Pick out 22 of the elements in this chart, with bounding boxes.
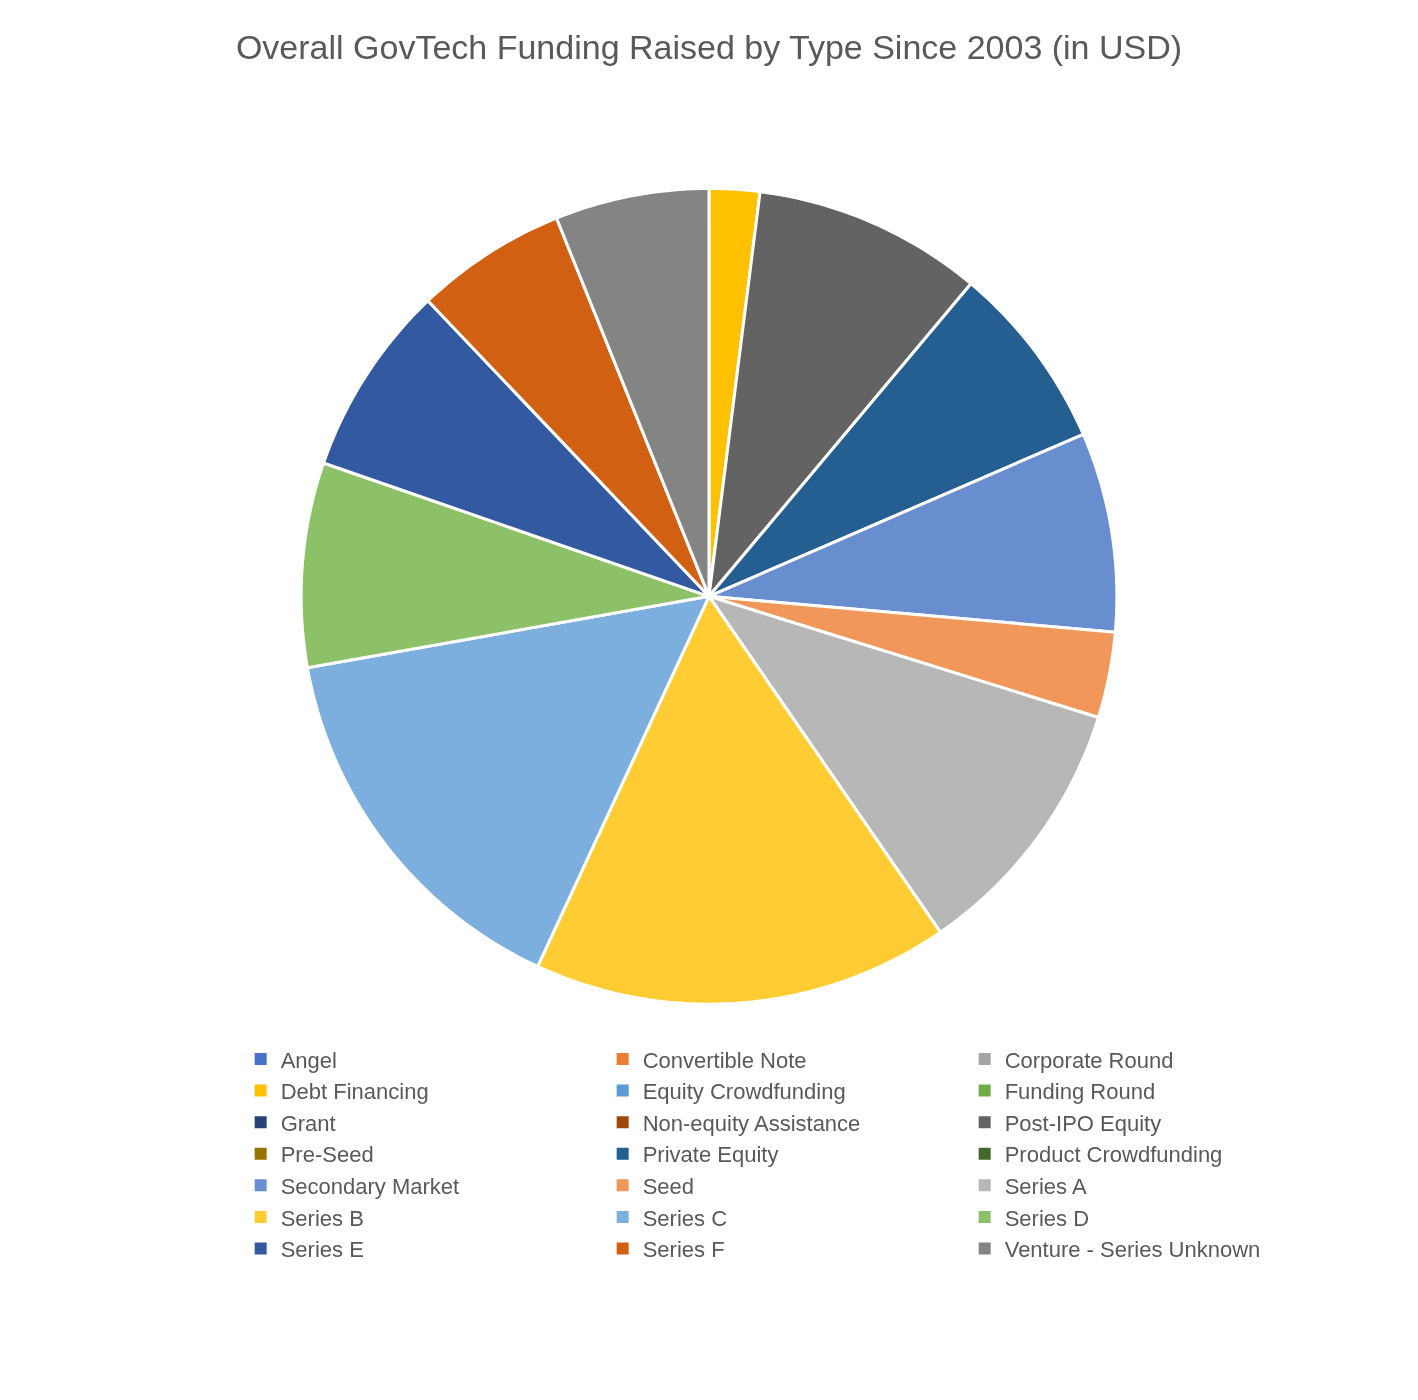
legend-label: Non-equity Assistance <box>642 1110 861 1136</box>
legend-label: Series E <box>280 1237 364 1263</box>
legend-label: Angel <box>280 1047 337 1073</box>
legend-label: Series D <box>1004 1205 1090 1231</box>
legend-label: Seed <box>642 1173 695 1199</box>
legend-label: Convertible Note <box>642 1047 807 1073</box>
legend-label: Series B <box>280 1205 364 1231</box>
legend-label: Grant <box>280 1110 336 1136</box>
chart-title: Overall GovTech Funding Raised by Type Since 2003 (in USD) <box>235 27 1183 66</box>
legend-label: Venture - Series Unknown <box>1004 1237 1261 1263</box>
legend-label: Debt Financing <box>280 1079 429 1105</box>
legend-label: Post-IPO Equity <box>1004 1110 1162 1136</box>
legend-label: Series A <box>1004 1173 1087 1199</box>
legend-label: Secondary Market <box>280 1173 460 1199</box>
legend-label: Pre-Seed <box>280 1142 374 1168</box>
legend-label: Product Crowdfunding <box>1004 1142 1223 1168</box>
legend-label: Funding Round <box>1004 1079 1156 1105</box>
legend-label: Private Equity <box>642 1142 779 1168</box>
legend-label: Corporate Round <box>1004 1047 1174 1073</box>
legend-label: Equity Crowdfunding <box>642 1079 846 1105</box>
legend-label: Series C <box>642 1205 728 1231</box>
legend-label: Series F <box>642 1237 725 1263</box>
